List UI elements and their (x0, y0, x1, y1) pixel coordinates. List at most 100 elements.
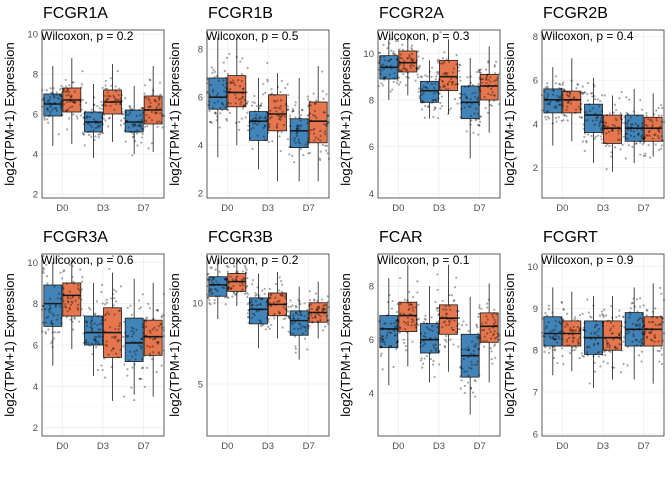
jitter-point (284, 292, 287, 295)
jitter-point (96, 368, 99, 372)
jitter-point (242, 104, 245, 108)
jitter-point (645, 336, 649, 339)
jitter-point (223, 90, 226, 93)
jitter-point (271, 140, 274, 143)
jitter-point (323, 303, 326, 307)
jitter-point (62, 293, 65, 296)
jitter-point (267, 320, 270, 323)
jitter-point (410, 59, 414, 62)
jitter-point (479, 68, 483, 71)
y-tick-label: 6 (198, 93, 203, 104)
y-tick-label: 4 (369, 389, 374, 400)
jitter-point (638, 328, 641, 331)
jitter-point (598, 124, 601, 127)
jitter-point (128, 106, 132, 109)
jitter-point (278, 114, 281, 117)
jitter-point (117, 309, 120, 313)
jitter-point (467, 355, 470, 359)
jitter-point (295, 128, 299, 131)
jitter-point (95, 340, 98, 343)
jitter-point (291, 154, 294, 157)
jitter-point (104, 94, 107, 97)
jitter-point (72, 113, 75, 116)
jitter-point (457, 69, 461, 73)
jitter-point (578, 329, 581, 332)
jitter-point (632, 130, 635, 133)
jitter-point (57, 292, 61, 295)
jitter-point (256, 123, 259, 126)
jitter-point (380, 337, 384, 340)
jitter-point (615, 119, 618, 122)
jitter-point (421, 87, 424, 90)
jitter-point (294, 104, 297, 107)
jitter-point (661, 139, 664, 142)
jitter-point (438, 317, 441, 320)
jitter-point (66, 108, 70, 111)
jitter-point (316, 312, 319, 315)
jitter-point (492, 94, 495, 97)
jitter-point (478, 102, 481, 105)
jitter-point (397, 64, 400, 67)
jitter-point (396, 319, 399, 322)
jitter-point (395, 81, 399, 85)
jitter-point (235, 280, 238, 283)
jitter-point (273, 106, 276, 110)
jitter-point (417, 317, 420, 321)
jitter-point (66, 89, 69, 92)
jitter-point (280, 79, 283, 83)
jitter-point (551, 329, 554, 332)
jitter-point (407, 304, 411, 307)
jitter-point (148, 307, 152, 310)
jitter-point (228, 90, 231, 93)
jitter-point (576, 83, 579, 86)
jitter-point (586, 346, 589, 349)
jitter-point (56, 96, 59, 99)
jitter-point (578, 115, 581, 119)
jitter-point (141, 325, 144, 329)
jitter-point (64, 109, 67, 112)
jitter-point (84, 320, 87, 323)
jitter-point (287, 108, 290, 111)
jitter-point (251, 283, 254, 286)
jitter-point (130, 313, 133, 316)
jitter-point (486, 85, 490, 89)
jitter-point (601, 320, 604, 323)
jitter-point (208, 278, 211, 281)
jitter-point (629, 134, 632, 137)
jitter-point (240, 117, 243, 120)
jitter-point (405, 349, 408, 352)
jitter-point (600, 135, 603, 138)
jitter-point (650, 118, 653, 121)
jitter-point (595, 116, 598, 119)
jitter-point (469, 75, 472, 78)
jitter-point (292, 317, 295, 320)
jitter-point (493, 330, 496, 333)
jitter-point (583, 91, 586, 94)
jitter-point (636, 310, 639, 313)
jitter-point (301, 325, 304, 328)
jitter-point (54, 305, 57, 308)
jitter-point (291, 323, 294, 326)
jitter-point (416, 280, 419, 283)
jitter-point (650, 315, 654, 319)
jitter-point (160, 335, 164, 339)
jitter-point (650, 127, 654, 130)
jitter-point (378, 58, 382, 61)
jitter-point (144, 334, 147, 338)
jitter-point (398, 60, 401, 63)
jitter-point (231, 295, 234, 298)
jitter-point (641, 133, 644, 137)
jitter-point (547, 320, 550, 324)
jitter-point (266, 80, 269, 83)
jitter-point (380, 82, 383, 85)
jitter-point (636, 324, 639, 327)
jitter-point (322, 111, 325, 114)
jitter-point (588, 346, 591, 349)
jitter-point (285, 108, 288, 111)
jitter-point (49, 297, 52, 300)
jitter-point (160, 114, 164, 117)
jitter-point (594, 324, 598, 327)
jitter-point (625, 96, 628, 99)
jitter-point (101, 123, 105, 126)
jitter-point (212, 88, 215, 92)
